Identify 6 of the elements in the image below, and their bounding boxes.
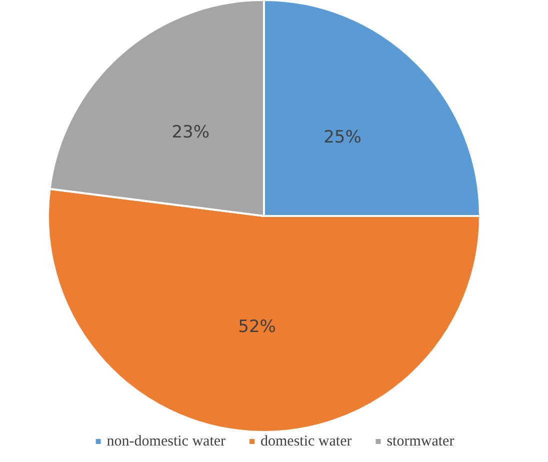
data-label: 25%	[324, 128, 362, 148]
data-label: 52%	[238, 316, 276, 337]
legend-label: domestic water	[260, 434, 352, 450]
legend-label: non-domestic water	[106, 434, 226, 450]
data-label: 23%	[172, 122, 210, 143]
legend-label: stormwater	[386, 434, 454, 450]
